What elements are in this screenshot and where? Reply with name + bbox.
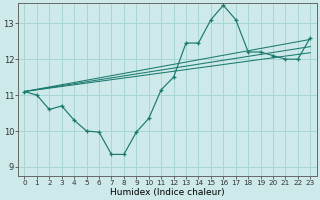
X-axis label: Humidex (Indice chaleur): Humidex (Indice chaleur) — [110, 188, 225, 197]
